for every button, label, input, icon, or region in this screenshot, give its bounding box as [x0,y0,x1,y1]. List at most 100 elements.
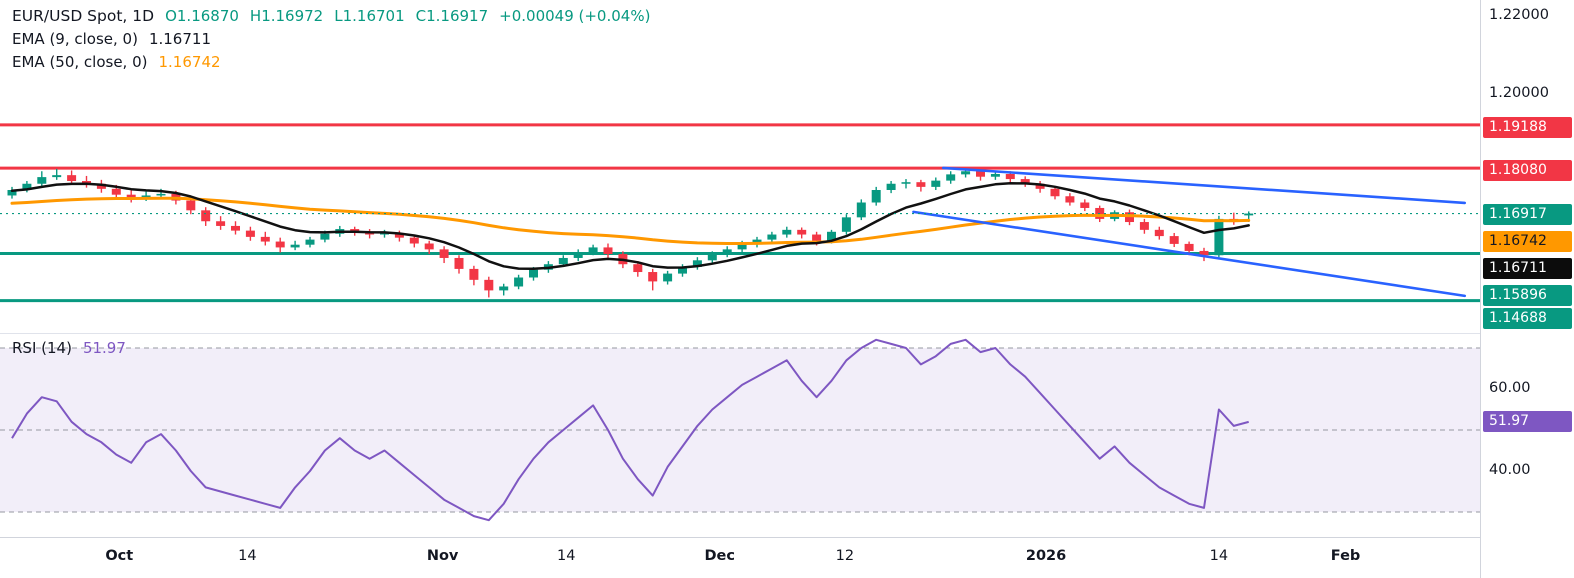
candle-body [22,183,32,190]
candle-body [558,257,568,265]
candle-body [931,180,941,187]
candle-body [1065,196,1075,203]
candle-body [841,217,851,232]
candle-body [454,257,464,269]
candle-body [827,231,836,241]
candle-body [603,247,613,255]
candle-body [290,244,300,248]
candle-body [514,277,524,287]
candle-body [1035,183,1045,189]
price-badge: 1.16711 [1483,258,1572,279]
price-tick: 1.20000 [1489,85,1549,102]
price-badge: 1.16742 [1483,231,1572,252]
time-axis[interactable]: Oct 14 Nov 14 Dec 12 2026 14 Feb [0,537,1480,578]
ohlc-high: H1.16972 [249,7,324,25]
candle-body [1244,213,1254,216]
candle-body [976,171,985,177]
candle-body [1184,243,1194,251]
time-tick: Oct [105,548,134,564]
price-pane[interactable]: EUR/USD Spot, 1D O1.16870 H1.16972 L1.16… [0,0,1480,333]
candle-body [52,175,62,178]
candle-body [1214,218,1224,256]
candle-body [156,193,166,196]
price-scale[interactable]: 1.22000 1.20000 1.19188 1.18080 1.16917 1.167… [1480,0,1574,578]
candle-body [529,269,538,278]
time-tick: Dec [704,548,735,564]
candle-body [231,225,240,231]
rsi-chart-canvas[interactable] [0,334,1480,538]
ema50-legend-row[interactable]: EMA (50, close, 0) 1.16742 [12,53,650,71]
candle-body [588,247,598,253]
candle-body [499,286,509,291]
ema9-label: EMA (9, close, 0) [12,30,138,48]
ema9-line[interactable] [10,182,1250,271]
candle-body [663,273,673,282]
candle-body [260,236,270,242]
candle-body [797,229,807,235]
candle-body [1139,222,1149,230]
candle-body [812,234,822,241]
candle-body [856,202,866,218]
candle-body [216,221,226,226]
rsi-badge: 51.97 [1483,410,1572,432]
candle-body [305,239,315,245]
ohlc-change: +0.00049 (+0.04%) [499,7,651,25]
candle-body [916,182,926,187]
level-lines[interactable] [0,123,1480,303]
candle-body [752,239,762,244]
candle-body [886,183,896,190]
candle-body [1125,212,1134,223]
rsi-label: RSI (14) [12,339,72,357]
rsi-line[interactable] [11,338,1249,522]
candle-body [7,190,17,196]
candle-body [484,279,494,291]
trendline[interactable] [912,210,1467,298]
symbol-row[interactable]: EUR/USD Spot, 1D O1.16870 H1.16972 L1.16… [12,7,650,25]
ohlc-close: C1.16917 [415,7,489,25]
price-chart-canvas[interactable] [0,0,1480,333]
candle-body [201,210,211,222]
time-tick: Nov [426,548,459,564]
candle-body [633,264,643,273]
candle-body [782,229,792,235]
candle-body [901,182,911,184]
ema9-legend-row[interactable]: EMA (9, close, 0) 1.16711 [12,30,650,48]
ema50-label: EMA (50, close, 0) [12,53,148,71]
ohlc-open: O1.16870 [165,7,239,25]
candle-body [961,171,971,175]
candle-body [1005,173,1015,180]
candle-body [394,232,404,238]
candle-body [409,237,419,244]
candle-body [424,243,434,250]
candle-body [722,249,732,255]
candle-body [573,252,583,258]
time-tick: 14 [557,548,576,564]
rsi-tick: 60.00 [1489,380,1531,396]
time-tick: 14 [1209,548,1229,564]
price-badge: 1.14688 [1483,308,1572,329]
price-badge: 1.19188 [1483,117,1572,138]
candle-body [275,241,285,248]
candle-body [648,272,658,282]
candle-body [871,190,881,203]
ema50-line[interactable] [10,196,1251,245]
trendline[interactable] [941,166,1467,205]
rsi-pane[interactable]: RSI (14) 51.97 [0,333,1480,538]
ema9-value: 1.16711 [148,30,211,48]
candle-body [82,181,91,184]
candle-body [707,254,717,261]
symbol-title[interactable]: EUR/USD Spot, 1D [12,7,155,25]
time-tick: 2026 [1025,548,1067,564]
time-tick: 14 [238,548,257,564]
rsi-legend-row[interactable]: RSI (14) 51.97 [12,339,126,357]
candle-body [245,230,255,237]
candle-body [1199,250,1209,256]
price-badge: 1.15896 [1483,285,1572,306]
candle-body [469,268,479,280]
candle-body [1050,188,1060,197]
candle-body [990,173,1000,177]
candle-body [946,174,956,181]
candle-body [692,260,702,267]
candle-body [678,266,687,274]
